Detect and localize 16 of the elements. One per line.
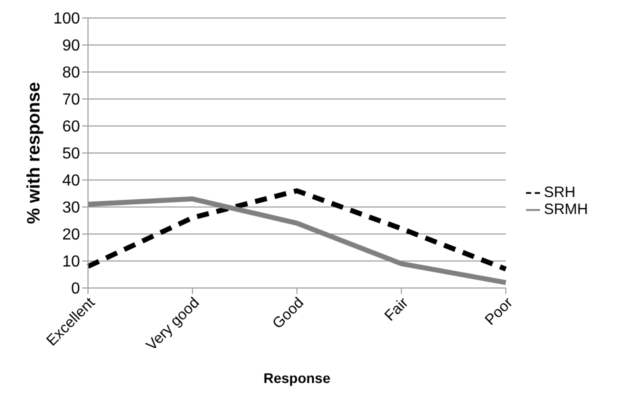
- x-tick-label: Fair: [381, 294, 412, 325]
- y-tick-label: 0: [71, 280, 80, 298]
- legend-label: SRH: [544, 184, 576, 200]
- x-axis-title: Response: [263, 370, 331, 386]
- y-tick-label: 30: [62, 200, 80, 217]
- y-tick-label: 60: [62, 118, 80, 136]
- legend-label: SRMH: [544, 200, 588, 218]
- y-tick-label: 70: [62, 92, 80, 109]
- y-axis-title: % with response: [23, 82, 44, 224]
- y-tick-label: 10: [62, 254, 80, 271]
- y-tick-label: 80: [62, 64, 80, 82]
- y-tick-label: 20: [62, 226, 80, 244]
- y-tick-label: 100: [53, 10, 80, 28]
- y-tick-label: 50: [62, 146, 80, 163]
- y-tick-label: 90: [62, 38, 80, 55]
- y-tick-label: 40: [62, 172, 80, 190]
